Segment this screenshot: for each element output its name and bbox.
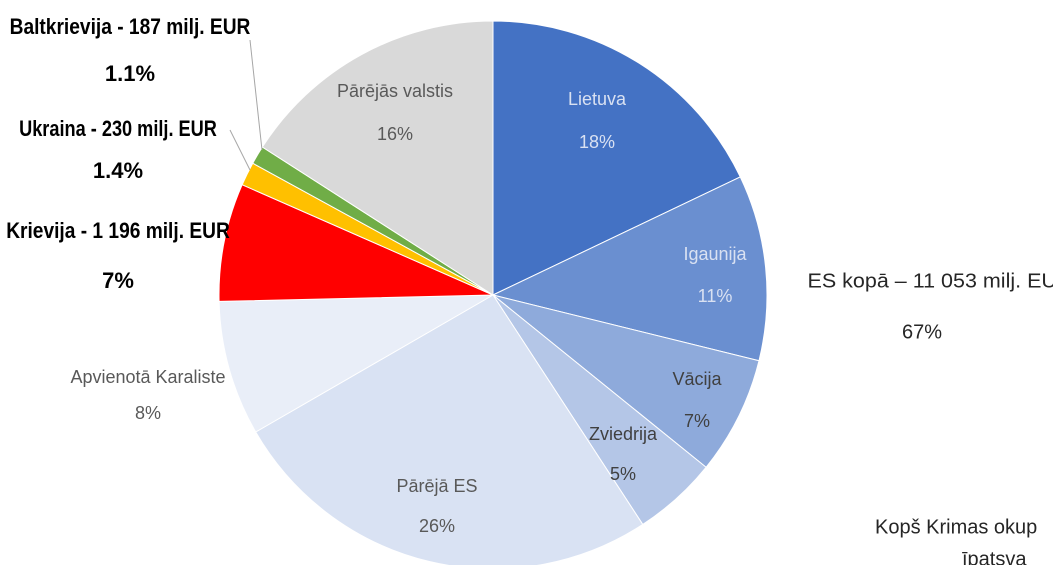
slice — [492, 20, 741, 296]
leader-line — [229, 129, 251, 171]
annotation: 67% — [902, 321, 942, 343]
value-label: 7% — [684, 411, 710, 431]
slice-label: Pārējās valstis — [337, 81, 453, 101]
annotation: Kopš Krimas okup — [875, 516, 1037, 538]
slices — [218, 20, 768, 565]
slice — [218, 184, 494, 302]
value-label: 11% — [698, 286, 733, 306]
slice — [255, 294, 644, 565]
slice-label: Igaunija — [683, 244, 747, 264]
slice — [261, 20, 494, 296]
leader-line — [249, 39, 263, 151]
value-label: 16% — [377, 124, 413, 144]
value-label: 26% — [419, 516, 455, 536]
slice-label: Apvienotā Karaliste — [70, 367, 225, 387]
slice-label: Vācija — [672, 369, 722, 389]
annotation: ES kopā – 11 053 milj. EUR — [808, 270, 1053, 292]
slice-label: Lietuva — [568, 89, 627, 109]
value-label: 1.4% — [93, 158, 143, 183]
slice — [491, 176, 768, 362]
slice-label: Zviedrija — [589, 424, 658, 444]
value-label: 1.1% — [105, 61, 155, 86]
value-label: 5% — [610, 464, 636, 484]
slice-label: Ukraina - 230 milj. EUR — [19, 116, 217, 141]
value-label: 18% — [579, 132, 615, 152]
slice — [492, 294, 760, 468]
annotation: īpatsva — [962, 548, 1027, 565]
slice-label: Baltkrievija - 187 milj. EUR — [10, 14, 251, 39]
slice — [218, 294, 494, 433]
value-label: 7% — [102, 268, 134, 293]
slice-label: Pārējā ES — [396, 476, 477, 496]
value-label: 8% — [135, 403, 161, 423]
slice-label: Krievija - 1 196 milj. EUR — [6, 218, 230, 243]
